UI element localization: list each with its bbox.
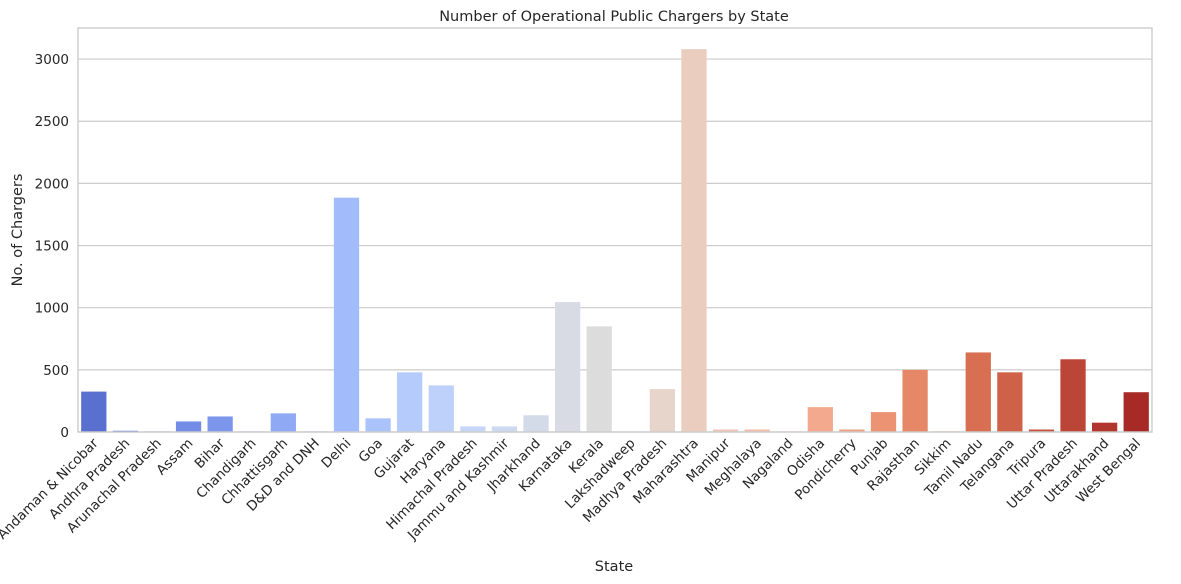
bar [997, 372, 1023, 432]
bar [839, 429, 865, 432]
bar [397, 372, 423, 432]
bar [807, 407, 833, 432]
bar [870, 412, 897, 432]
y-tick-label: 2500 [35, 114, 69, 130]
y-tick-label: 1000 [35, 301, 69, 317]
bar [965, 352, 991, 432]
y-tick-label: 0 [60, 425, 69, 441]
bar [1123, 392, 1149, 432]
bar [1060, 359, 1086, 432]
bar [902, 369, 928, 432]
bar [523, 415, 549, 432]
bar [649, 389, 676, 432]
bar [1091, 422, 1118, 432]
gridlines [78, 58, 1152, 433]
y-tick-label: 3000 [35, 52, 69, 68]
bar [681, 49, 707, 432]
bar [207, 416, 233, 432]
bar [744, 429, 770, 432]
bar [175, 421, 202, 432]
x-tick-label: Delhi [318, 436, 354, 472]
bar [81, 391, 107, 432]
bar [586, 326, 612, 432]
x-axis-label: State [595, 559, 633, 575]
y-tick-label: 1500 [35, 239, 69, 255]
bar [460, 426, 486, 432]
bars [81, 49, 1149, 432]
bar [333, 197, 360, 432]
bar [428, 385, 454, 432]
y-tick-label: 500 [43, 363, 69, 379]
bar [270, 413, 296, 432]
y-tick-label: 2000 [35, 176, 69, 192]
y-axis-label: No. of Chargers [10, 174, 26, 287]
chart-title: Number of Operational Public Chargers by… [439, 9, 789, 25]
bar [712, 429, 739, 432]
plot-frame [77, 27, 1153, 433]
bar [1028, 429, 1055, 432]
bar [554, 302, 581, 432]
bar [491, 426, 518, 432]
bar [365, 418, 391, 432]
y-tick-labels: 0 500 1000 1500 2000 2500 3000 [35, 52, 69, 441]
